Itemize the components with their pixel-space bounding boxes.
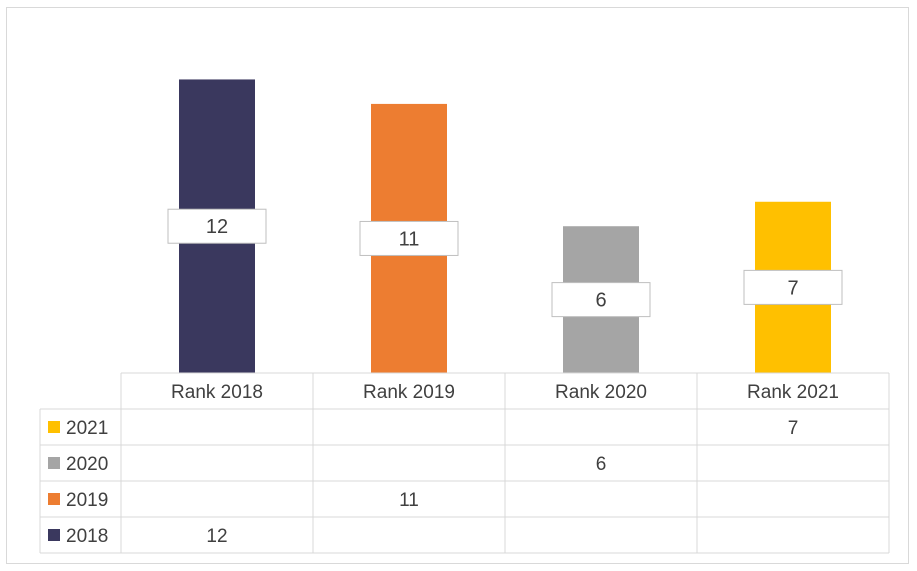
data-label-box-2018: [167, 208, 267, 244]
legend-label-2018: 2018: [66, 526, 108, 547]
data-label-2021: 7: [787, 277, 798, 299]
legend-label-2021: 2021: [66, 418, 108, 439]
legend-key-2018: [48, 529, 60, 541]
legend-label-2019: 2019: [66, 490, 108, 511]
category-label: Rank 2018: [171, 382, 263, 403]
data-labels-layer: 12 11 6 7: [167, 208, 843, 318]
data-label-2019: 11: [399, 228, 420, 250]
table-cell-value: 11: [399, 490, 419, 511]
data-label-2018: 12: [206, 216, 228, 238]
category-label: Rank 2020: [555, 382, 647, 403]
legend-key-2021: [48, 421, 60, 433]
data-label-box-2019: [359, 220, 459, 256]
data-table: Rank 2018 Rank 2019 Rank 2020 Rank 2021 2021…: [39, 372, 890, 554]
legend-key-2019: [48, 493, 60, 505]
category-label: Rank 2021: [747, 382, 839, 403]
legend-label-2020: 2020: [66, 454, 108, 475]
bars-layer: [179, 79, 831, 373]
table-cell-value: 12: [206, 526, 227, 547]
data-label-box-2021: [743, 269, 843, 305]
category-label: Rank 2019: [363, 382, 455, 403]
legend-key-2020: [48, 457, 60, 469]
data-label-2020: 6: [595, 290, 606, 312]
table-cell-value: 6: [596, 454, 607, 475]
table-cell-value: 7: [788, 418, 799, 439]
data-label-box-2020: [551, 282, 651, 318]
